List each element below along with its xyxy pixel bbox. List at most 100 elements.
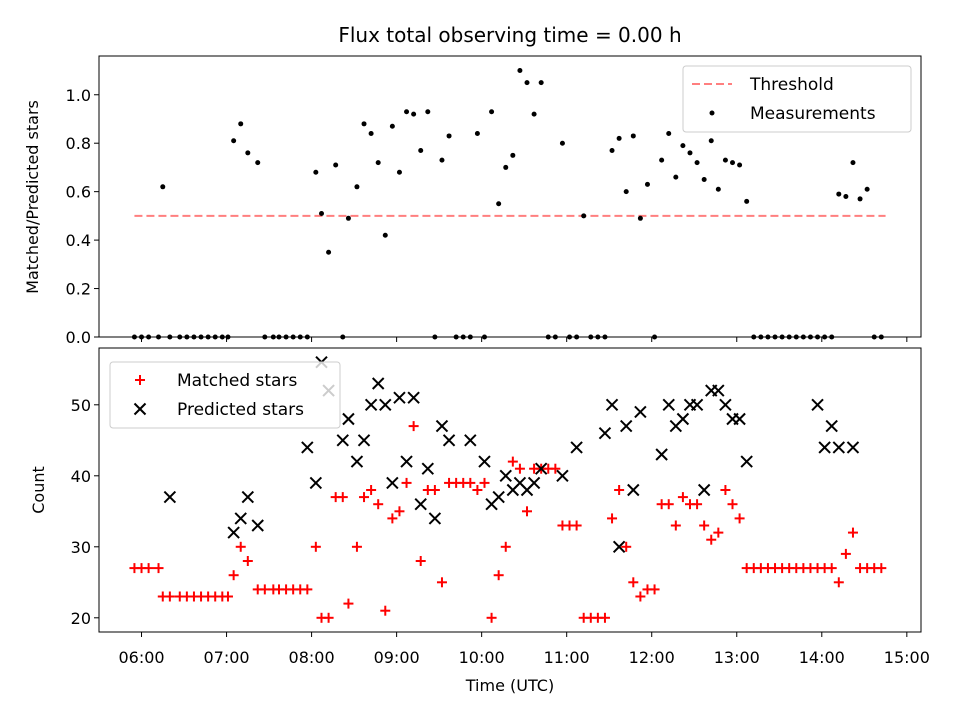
predicted-star-point [733,412,746,426]
bottom-xtick-label: 11:00 [544,648,590,667]
legend-threshold-label: Threshold [749,75,834,95]
top-legend-box [682,65,912,133]
matched-star-point [343,598,354,609]
measurement-point [439,157,445,163]
measurement-point [510,152,516,158]
measurement-point [404,109,410,115]
matched-star-point [493,570,504,581]
matched-star-point [720,485,731,495]
bottom-plot-area [129,355,887,623]
predicted-star-point [556,469,569,483]
bottom-xtick-label: 13:00 [714,648,760,667]
matched-star-point [727,499,738,510]
predicted-star-point [301,441,314,454]
bottom-axes-frame [98,347,922,633]
measurement-point [609,147,615,153]
predicted-star-point [163,490,177,504]
bottom-legend-box [109,361,341,429]
bottom-xtick-label: 14:00 [799,648,845,667]
matched-star-point [706,534,717,545]
predicted-star-point [832,441,846,454]
measurement-point [238,121,244,127]
matched-star-point [677,492,688,503]
predicted-star-point [570,441,583,454]
measurement-point [231,138,237,144]
bottom-xtick-label: 15:00 [884,648,930,667]
predicted-star-point [712,384,725,397]
predicted-star-point [393,391,406,404]
top-axes-frame [98,55,922,338]
predicted-star-point [605,398,619,412]
measurement-point [361,121,367,127]
bottom-ylabel: Count [29,466,48,514]
measurement-point [503,164,509,170]
matched-star-point [599,612,610,623]
predicted-star-point [400,455,413,468]
matched-star-point [649,584,660,595]
bottom-xtick-label: 06:00 [118,648,164,667]
predicted-star-point [386,476,399,490]
matched-star-point [635,591,646,602]
measurement-point [680,143,686,149]
measurement-point [382,232,388,238]
predicted-star-point [697,483,711,497]
measurement-point [396,169,402,175]
predicted-star-point [227,526,240,539]
top-ytick-label: 0.6 [66,183,91,202]
top-ytick-label: 0.4 [66,231,91,250]
bottom-xlabel: Time (UTC) [465,676,554,695]
measurement-point [850,160,856,166]
matched-star-point [614,485,625,495]
predicted-star-point [676,412,690,426]
measurement-point [616,135,622,141]
predicted-star-point [435,419,449,433]
top-axes: 0.0 0.2 0.4 0.6 0.8 1.0 Matched/Predicted sta… [23,55,922,347]
matched-star-point [310,541,321,552]
measurement-point [389,123,395,129]
matched-star-point [337,492,348,503]
predicted-star-point [492,490,505,504]
measurement-point [673,174,679,180]
predicted-star-point [342,412,355,426]
matched-star-point [847,527,858,538]
measurement-point [737,162,743,168]
predicted-star-point [364,398,378,412]
predicted-star-point [534,462,548,475]
measurement-point [425,109,431,115]
measurement-point [701,177,707,183]
measurement-point [345,215,351,221]
predicted-star-point [612,540,626,554]
matched-star-point [235,541,246,552]
bottom-ticks: 06:00 07:00 08:00 09:00 10:00 11:00 12:00 13:00… [71,396,930,667]
matched-star-point [628,577,639,588]
predicted-star-point [407,391,420,404]
bottom-xtick-label: 09:00 [374,648,420,667]
matched-star-point [302,584,313,595]
matched-star-point [833,577,844,588]
matched-star-point [670,520,681,531]
predicted-star-point [719,398,732,412]
predicted-star-point [357,434,371,447]
predicted-star-point [428,512,442,525]
measurement-point [245,150,251,156]
measurement-point [559,140,565,146]
measurement-point [630,133,636,139]
measurement-point [354,184,360,190]
matched-star-point [387,513,398,524]
predicted-star-point [662,398,675,412]
matched-star-point [415,556,426,566]
predicted-star-point [499,469,512,483]
predicted-star-point [846,441,860,454]
measurement-point [160,184,166,190]
matched-star-point [436,577,447,588]
measurement-point [326,249,332,255]
measurement-point [411,111,417,117]
bottom-xtick-label: 12:00 [629,648,675,667]
measurement-point [538,80,544,86]
matched-star-point [692,499,703,510]
measurement-point [313,169,319,175]
measurement-point [517,68,523,74]
measurement-point [836,191,842,197]
bottom-axes: 06:00 07:00 08:00 09:00 10:00 11:00 12:00 13:00… [29,347,930,695]
measurement-point [446,133,452,139]
